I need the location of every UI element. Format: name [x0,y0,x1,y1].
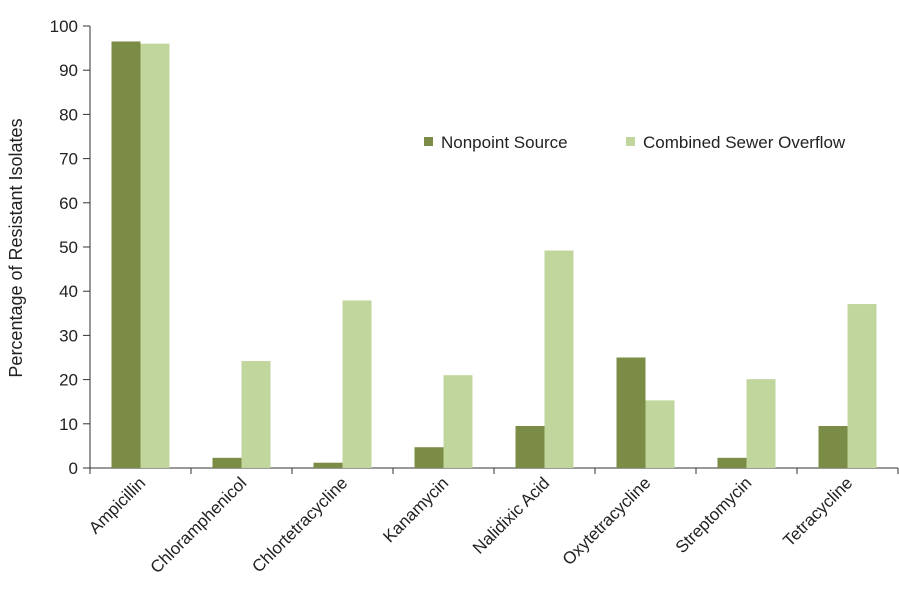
bar-nonpoint-source [717,457,747,468]
y-ticks: 0 10 20 30 40 50 60 70 80 90 100 [50,17,90,478]
x-category-label: Chlortetracycline [248,473,351,576]
bar-combined-sewer-overflow [140,43,170,469]
y-tick-label: 70 [59,150,78,169]
x-category-label: Nalidixic Acid [469,473,553,557]
x-category-label: Kanamycin [379,473,452,546]
bar-combined-sewer-overflow [342,300,372,468]
y-tick-label: 20 [59,371,78,390]
y-tick-label: 0 [69,459,78,478]
bar-nonpoint-source [818,426,848,468]
bar-nonpoint-source [616,357,646,468]
legend: Nonpoint Source Combined Sewer Overflow [424,133,846,152]
y-tick-label: 90 [59,61,78,80]
x-category-label: Streptomycin [672,473,756,557]
bar-nonpoint-source [212,457,242,468]
x-ticks [89,468,899,474]
bar-combined-sewer-overflow [847,304,877,468]
bar-nonpoint-source [111,41,141,468]
bars [111,41,877,469]
legend-swatch [626,137,635,146]
x-category-label: Tetracycline [779,473,856,550]
legend-swatch [424,137,433,146]
x-category-label: Ampicillin [85,473,149,537]
x-category-label: Chloramphenicol [147,473,251,577]
category-labels: AmpicillinChloramphenicolChlortetracycli… [85,473,856,577]
bar-nonpoint-source [313,462,343,468]
y-tick-label: 80 [59,105,78,124]
x-category-label: Oxytetracycline [559,473,655,569]
axes [89,26,898,469]
legend-label: Nonpoint Source [441,133,568,152]
bar-nonpoint-source [414,447,444,468]
y-tick-label: 30 [59,326,78,345]
y-tick-label: 60 [59,194,78,213]
legend-label: Combined Sewer Overflow [643,133,846,152]
y-tick-label: 40 [59,282,78,301]
bar-combined-sewer-overflow [645,400,675,468]
bar-combined-sewer-overflow [241,361,271,468]
bar-nonpoint-source [515,426,545,468]
y-tick-label: 100 [50,17,78,36]
y-tick-label: 50 [59,238,78,257]
bar-combined-sewer-overflow [544,250,574,468]
y-tick-label: 10 [59,415,78,434]
y-axis-title: Percentage of Resistant Isolates [6,118,26,377]
bar-combined-sewer-overflow [443,375,473,468]
bar-combined-sewer-overflow [746,379,776,468]
